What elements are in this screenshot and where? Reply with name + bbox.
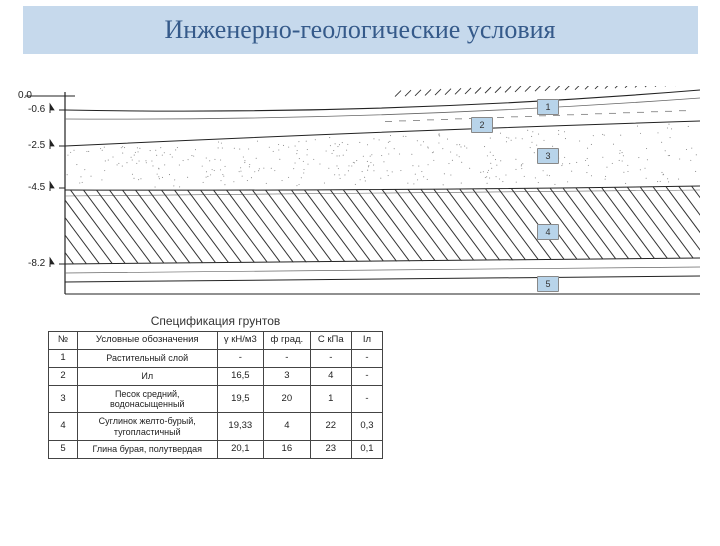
table-cell: Песок средний, водонасыщенный <box>77 385 217 413</box>
table-cell: 1 <box>49 349 78 367</box>
page-title: Инженерно-геологические условия <box>164 15 555 45</box>
table-cell: 16 <box>264 441 311 459</box>
table-cell: 20,1 <box>217 441 264 459</box>
table-cell: 19,5 <box>217 385 264 413</box>
depth-label: -4.5 <box>28 182 45 193</box>
table-cell: - <box>310 349 351 367</box>
depth-label: -2.5 <box>28 140 45 151</box>
table-cell: Растительный слой <box>77 349 217 367</box>
table-cell: 0,3 <box>351 413 382 441</box>
table-cell: - <box>217 349 264 367</box>
geological-section: 1 2 3 4 5 <box>20 86 700 301</box>
table-cell: Ил <box>77 367 217 385</box>
layer-callout-3: 3 <box>537 148 559 164</box>
table-cell: 2 <box>49 367 78 385</box>
table-cell: 0,1 <box>351 441 382 459</box>
col-header: С кПа <box>310 332 351 350</box>
table-row: 2Ил16,534- <box>49 367 383 385</box>
table-cell: 3 <box>49 385 78 413</box>
table-cell: 4 <box>310 367 351 385</box>
title-bar: Инженерно-геологические условия <box>23 6 698 54</box>
col-header: γ кН/м3 <box>217 332 264 350</box>
table-row: 4Суглинок желто-бурый, тугопластичный19,… <box>49 413 383 441</box>
table-cell: 20 <box>264 385 311 413</box>
col-header: Iл <box>351 332 382 350</box>
soil-spec-table-wrap: Спецификация грунтов №Условные обозначен… <box>48 314 383 459</box>
table-cell: Суглинок желто-бурый, тугопластичный <box>77 413 217 441</box>
layer-callout-1: 1 <box>537 99 559 115</box>
table-cell: - <box>351 385 382 413</box>
table-row: 1Растительный слой---- <box>49 349 383 367</box>
table-cell: - <box>351 349 382 367</box>
col-header: Условные обозначения <box>77 332 217 350</box>
col-header: № <box>49 332 78 350</box>
table-cell: 1 <box>310 385 351 413</box>
layer-callout-2: 2 <box>471 117 493 133</box>
table-cell: 4 <box>49 413 78 441</box>
table-cell: - <box>264 349 311 367</box>
table-cell: 23 <box>310 441 351 459</box>
table-cell: 16,5 <box>217 367 264 385</box>
table-cell: Глина бурая, полутвердая <box>77 441 217 459</box>
table-cell: 3 <box>264 367 311 385</box>
layer-callout-5: 5 <box>537 276 559 292</box>
table-row: 5Глина бурая, полутвердая20,116230,1 <box>49 441 383 459</box>
layer-callout-4: 4 <box>537 224 559 240</box>
table-cell: - <box>351 367 382 385</box>
table-row: 3Песок средний, водонасыщенный19,5201- <box>49 385 383 413</box>
table-cell: 5 <box>49 441 78 459</box>
table-cell: 4 <box>264 413 311 441</box>
depth-label: -0.6 <box>28 104 45 115</box>
table-cell: 22 <box>310 413 351 441</box>
col-header: ф град. <box>264 332 311 350</box>
depth-label: 0.0 <box>18 90 32 101</box>
table-title: Спецификация грунтов <box>48 314 383 328</box>
depth-label: -8.2 <box>28 258 45 269</box>
table-cell: 19,33 <box>217 413 264 441</box>
soil-spec-table: №Условные обозначенияγ кН/м3ф град.С кПа… <box>48 331 383 459</box>
